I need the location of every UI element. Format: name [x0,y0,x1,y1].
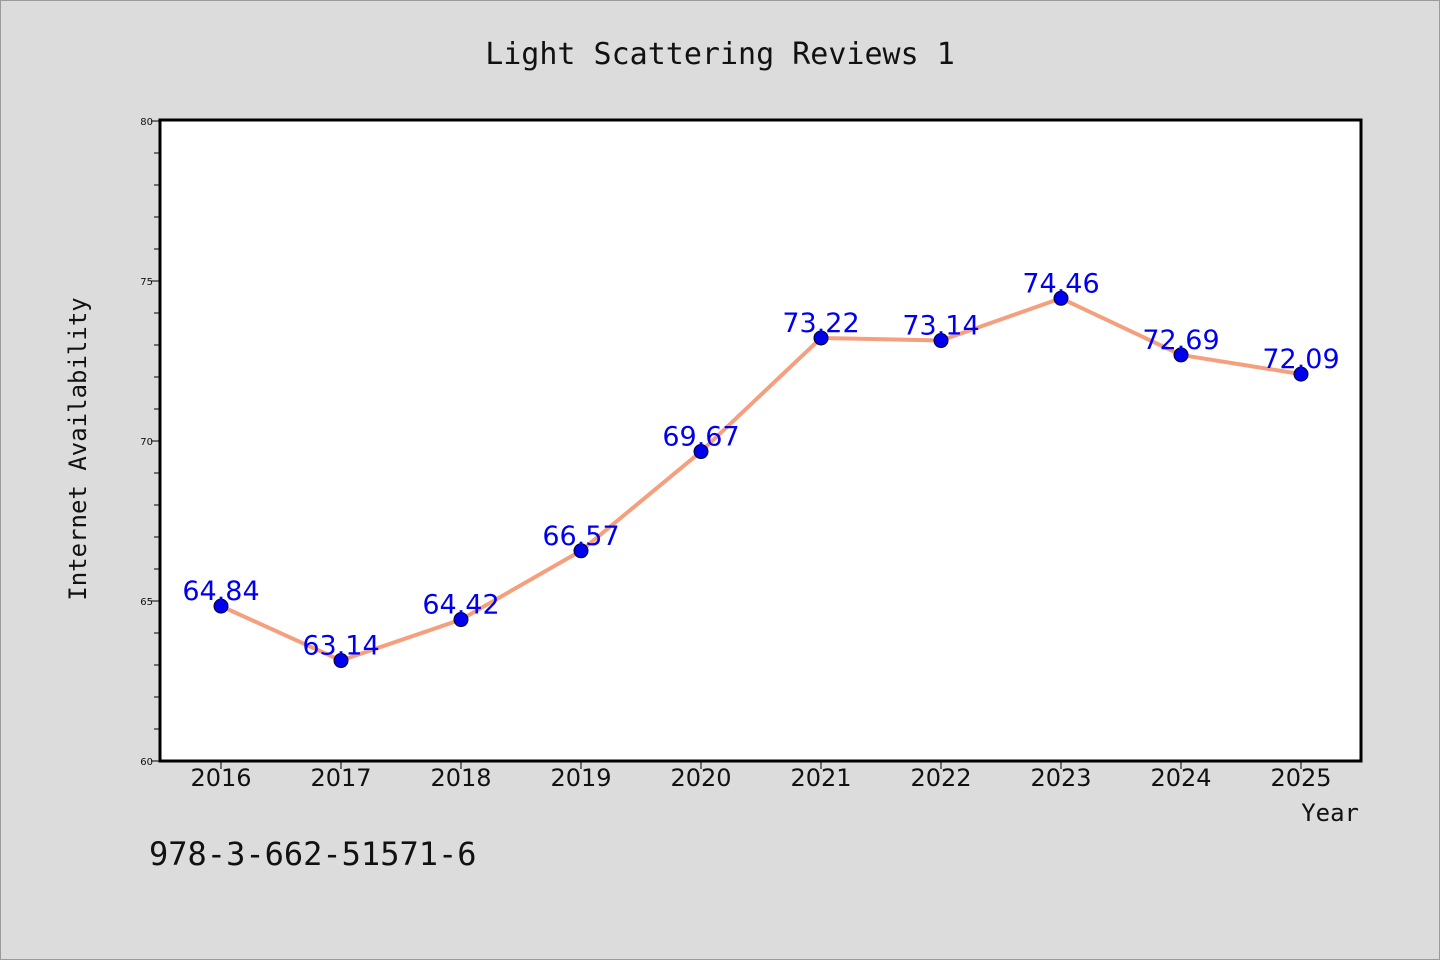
chart-title: Light Scattering Reviews 1 [485,37,955,72]
x-axis-label: Year [1301,799,1359,827]
data-label: 74.46 [1022,268,1099,299]
data-point [333,653,349,669]
y-tick-label: 70 [140,437,153,448]
y-tick-label: 75 [140,277,153,288]
series-layer: 64.84 63.14 64.42 66.57 69.67 73.22 73.14 74.46… [182,268,1340,669]
y-tick-label: 80 [140,117,153,128]
x-tick-label: 2024 [1150,764,1211,792]
x-tick-label: 2019 [550,764,611,792]
data-label: 66.57 [542,521,619,552]
x-tick-label: 2016 [190,764,251,792]
x-tick-label: 2022 [910,764,971,792]
data-point [213,598,229,614]
data-label: 69.67 [662,422,739,453]
data-label: 72.09 [1262,344,1339,375]
data-point [933,333,949,349]
y-tick-label: 65 [140,597,153,608]
data-label: 72.69 [1142,325,1219,356]
data-point [1173,347,1189,363]
x-tick-label: 2017 [310,764,371,792]
data-label: 73.14 [902,311,979,342]
y-tick-label: 60 [140,757,153,768]
data-label: 73.22 [782,308,859,339]
data-point [453,612,469,628]
data-point [813,330,829,346]
x-tick-label: 2025 [1270,764,1331,792]
series-line [220,296,1302,663]
data-label: 64.42 [422,590,499,621]
y-axis: 60 65 70 75 80 [140,117,161,768]
data-point [693,444,709,460]
data-point [573,543,589,559]
data-label: 63.14 [302,631,379,662]
x-tick-label: 2023 [1030,764,1091,792]
data-label: 64.84 [182,576,259,607]
footer-code: 978-3-662-51571-6 [149,835,477,873]
x-tick-label: 2021 [790,764,851,792]
x-tick-label: 2020 [670,764,731,792]
data-point [1293,366,1309,382]
x-axis: 2016 2017 2018 2019 2020 2021 2022 2023 2024 2025 [190,761,1332,792]
data-point [1053,290,1069,306]
y-axis-label: Internet Availability [64,297,92,600]
x-tick-label: 2018 [430,764,491,792]
